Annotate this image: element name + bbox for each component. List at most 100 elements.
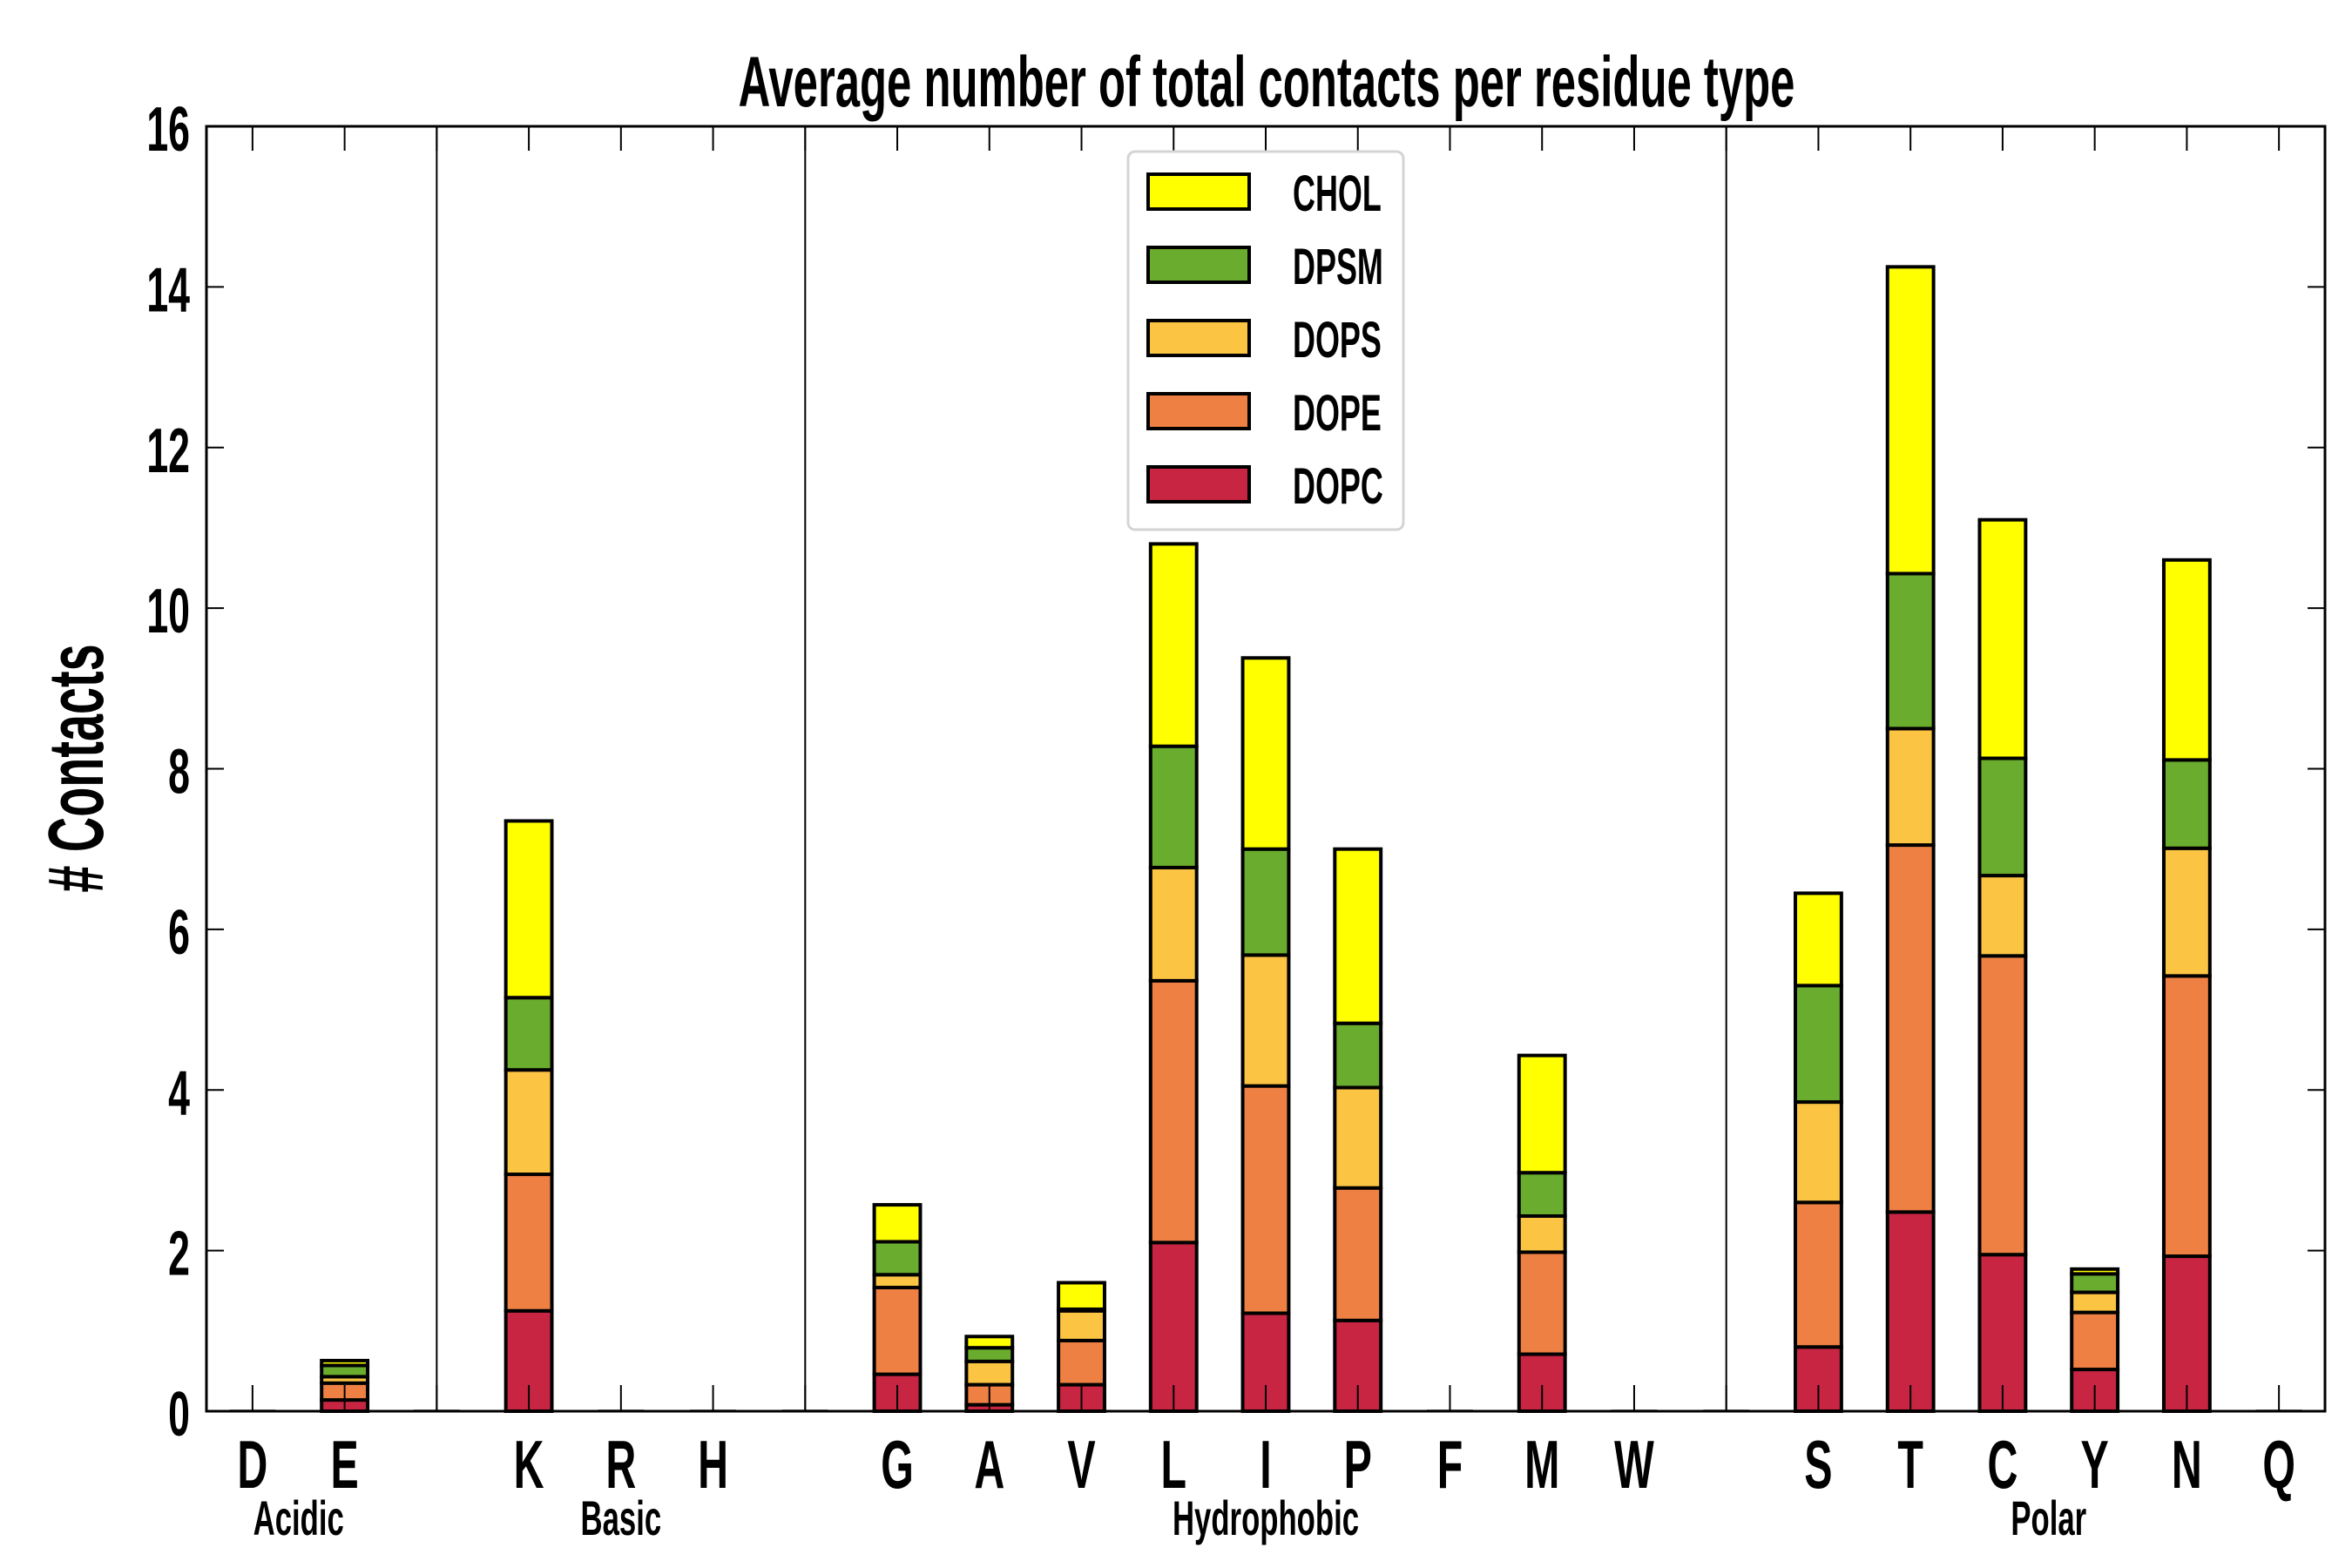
bar-segment-P-dpsm <box>1333 1021 1383 1090</box>
y-tick-label: 0 <box>168 1379 190 1450</box>
bar-segment-I-dope <box>1240 1084 1291 1315</box>
bar-segment-M-dope <box>1517 1250 1567 1356</box>
bar-segment-L-dpsm <box>1148 744 1199 869</box>
bar-segment-M-dpsm <box>1517 1171 1567 1218</box>
bar-segment-V-dops <box>1057 1308 1106 1342</box>
bar-segment-N-dpsm <box>2161 758 2212 850</box>
x-tick-label-T: T <box>1897 1426 1923 1503</box>
bar-segment-L-dope <box>1148 978 1199 1245</box>
legend-label-dpsm: DPSM <box>1293 239 1383 295</box>
bar-segment-A-chol <box>964 1335 1015 1350</box>
legend-label-chol: CHOL <box>1293 166 1382 222</box>
bar-segment-G-dops <box>872 1273 923 1290</box>
bar-segment-T-dope <box>1885 843 1936 1214</box>
bar-segment-S-chol <box>1794 891 1843 988</box>
bar-segment-L-dops <box>1148 865 1199 983</box>
legend: CHOL DPSM DOPS DOPE DOPC <box>1126 150 1405 531</box>
y-tick-label: 2 <box>168 1219 190 1289</box>
bar-segment-S-dpsm <box>1794 983 1843 1105</box>
x-tick-label-W: W <box>1614 1426 1654 1503</box>
bar-segment-T-dopc <box>1885 1210 1936 1413</box>
x-tick-label-G: G <box>881 1426 914 1503</box>
y-tick-label: 6 <box>168 897 190 968</box>
x-tick-label-N: N <box>2172 1426 2202 1503</box>
bar-segment-E-chol <box>320 1358 370 1368</box>
legend-label-dope: DOPE <box>1293 385 1382 442</box>
x-tick-label-E: E <box>330 1426 358 1503</box>
legend-swatch-dpsm <box>1146 246 1251 284</box>
bar-segment-Y-dops <box>2070 1290 2120 1315</box>
legend-swatch-chol <box>1146 172 1251 211</box>
bar-segment-C-dpsm <box>1977 756 2028 878</box>
bar-segment-I-dpsm <box>1240 847 1291 957</box>
y-tick-label: 4 <box>168 1058 190 1128</box>
bar-segment-Y-dope <box>2070 1310 2120 1372</box>
x-tick-label-V: V <box>1067 1426 1095 1503</box>
bar-segment-N-dope <box>2161 974 2212 1259</box>
bar-segment-M-dops <box>1517 1213 1567 1254</box>
x-tick-label-I: I <box>1260 1426 1271 1503</box>
group-label-polar: Polar <box>2011 1491 2086 1546</box>
y-tick-label: 12 <box>146 416 190 486</box>
x-tick-label-Q: Q <box>2262 1426 2295 1503</box>
legend-label-dopc: DOPC <box>1293 458 1383 515</box>
x-tick-label-C: C <box>1987 1426 2017 1503</box>
x-tick-label-Y: Y <box>2081 1426 2109 1503</box>
bar-segment-Y-dpsm <box>2070 1272 2120 1294</box>
y-tick-label: 10 <box>146 576 190 646</box>
bar-segment-S-dope <box>1794 1200 1843 1349</box>
x-tick-label-P: P <box>1344 1426 1372 1503</box>
bar-segment-C-dope <box>1977 954 2028 1257</box>
chart-title: Average number of total contacts per res… <box>739 43 1795 122</box>
bar-segment-C-chol <box>1977 517 2028 760</box>
bar-segment-Y-chol <box>2070 1267 2120 1276</box>
bar-segment-S-dops <box>1794 1100 1843 1205</box>
bar-segment-M-chol <box>1517 1053 1567 1175</box>
group-label-acidic: Acidic <box>253 1491 344 1546</box>
bar-segment-P-dops <box>1333 1085 1383 1190</box>
bar-segment-T-dops <box>1885 727 1936 848</box>
bar-segment-I-dops <box>1240 953 1291 1088</box>
bar-segment-P-dope <box>1333 1186 1383 1322</box>
x-tick-label-F: F <box>1437 1426 1463 1503</box>
bar-segment-G-dope <box>872 1286 923 1376</box>
y-axis-label: # Contacts <box>31 644 119 892</box>
bar-segment-T-chol <box>1885 265 1936 576</box>
legend-swatch-dops <box>1146 319 1251 357</box>
bar-segment-V-chol <box>1057 1281 1106 1311</box>
x-tick-label-A: A <box>974 1426 1004 1503</box>
bar-segment-C-dops <box>1977 874 2028 958</box>
legend-swatch-dope <box>1146 392 1251 430</box>
bar-segment-G-dpsm <box>872 1240 923 1277</box>
bar-segment-K-dpsm <box>504 996 554 1072</box>
x-tick-label-S: S <box>1804 1426 1832 1503</box>
bar-segment-L-chol <box>1148 542 1199 748</box>
bar-segment-A-dops <box>964 1359 1015 1387</box>
bar-segment-K-chol <box>504 819 554 1000</box>
x-tick-label-L: L <box>1160 1426 1186 1503</box>
x-tick-label-R: R <box>605 1426 636 1503</box>
plot-area-frame <box>205 125 2327 1413</box>
x-tick-label-H: H <box>698 1426 728 1503</box>
legend-swatch-dopc <box>1146 465 1251 504</box>
bar-segment-A-dpsm <box>964 1346 1015 1363</box>
bar-segment-K-dops <box>504 1068 554 1177</box>
x-tick-label-D: D <box>237 1426 267 1503</box>
bar-segment-K-dope <box>504 1173 554 1313</box>
x-tick-label-M: M <box>1524 1426 1559 1503</box>
y-tick-label: 8 <box>168 737 190 808</box>
bar-segment-N-chol <box>2161 558 2212 762</box>
y-tick-label: 16 <box>146 94 190 165</box>
bar-segment-V-dope <box>1057 1338 1106 1387</box>
bar-segment-I-chol <box>1240 656 1291 851</box>
group-label-hydrophobic: Hydrophobic <box>1173 1491 1359 1546</box>
bar-segment-L-dopc <box>1148 1240 1199 1413</box>
legend-label-dops: DOPS <box>1293 312 1382 368</box>
x-tick-label-K: K <box>514 1426 544 1503</box>
y-tick-label: 14 <box>146 254 190 325</box>
bar-segment-P-chol <box>1333 847 1383 1025</box>
group-label-basic: Basic <box>581 1491 662 1546</box>
bar-segment-G-chol <box>872 1203 923 1244</box>
bar-segment-N-dops <box>2161 846 2212 978</box>
